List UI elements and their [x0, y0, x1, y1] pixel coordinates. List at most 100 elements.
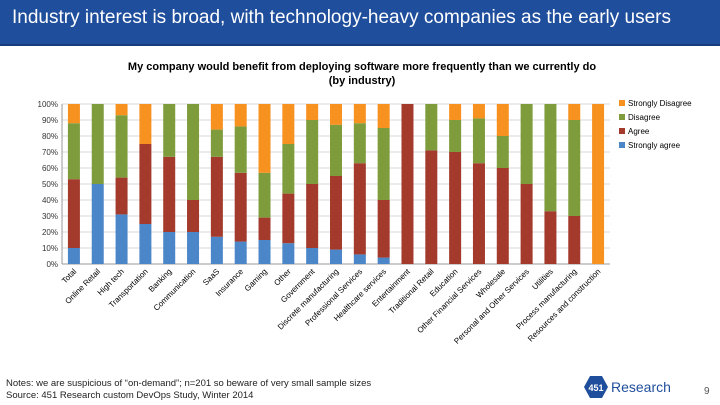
logo-hexagon	[584, 376, 608, 398]
bar-segment-strongly-disagree	[139, 104, 152, 144]
bar-segment-strongly-agree	[210, 236, 223, 264]
bar-segment-strongly-agree	[258, 240, 271, 264]
bar-segment-strongly-agree	[115, 214, 128, 264]
bar-segment-strongly-disagree	[472, 104, 485, 119]
bar-segment-strongly-agree	[306, 248, 319, 264]
bar-segment-disagree	[67, 123, 80, 180]
legend-swatch	[619, 114, 625, 120]
bar-segment-strongly-disagree	[449, 104, 462, 120]
chart-title: My company would benefit from deploying …	[128, 61, 596, 73]
y-tick-label: 100%	[38, 100, 58, 109]
bar-segment-strongly-disagree	[330, 104, 342, 125]
bar-segment-strongly-agree	[330, 249, 342, 264]
y-tick-label: 90%	[42, 116, 58, 125]
y-tick-label: 70%	[42, 148, 58, 157]
bar-segment-disagree	[282, 144, 295, 194]
bar-segment-agree	[472, 163, 485, 264]
bar-segment-agree	[115, 177, 128, 215]
x-category-label: Other	[272, 267, 293, 288]
bar-segment-disagree	[496, 136, 509, 168]
bar-segment-disagree	[187, 104, 200, 200]
bar-segment-agree	[67, 179, 80, 248]
legend-swatch	[619, 100, 625, 106]
bar-segment-disagree	[520, 104, 533, 184]
notes: Notes: we are suspicious of “on-demand”;…	[6, 378, 371, 402]
bar-segment-strongly-disagree	[234, 104, 247, 127]
legend-label: Disagree	[628, 113, 661, 122]
bar-segment-strongly-disagree	[568, 104, 581, 120]
bar-segment-agree	[330, 176, 342, 250]
y-tick-label: 30%	[42, 212, 58, 221]
x-category-label: Total	[60, 267, 78, 285]
bars	[67, 104, 605, 264]
bar-segment-disagree	[330, 124, 342, 176]
bar-segment-strongly-disagree	[282, 104, 295, 144]
y-tick-label: 40%	[42, 196, 58, 205]
bar-segment-strongly-agree	[91, 184, 104, 264]
bar-segment-strongly-disagree	[496, 104, 509, 136]
bar-segment-agree	[210, 156, 223, 237]
slide-header: Industry interest is broad, with technol…	[0, 0, 720, 46]
451-research-logo: 451 Research	[584, 376, 671, 398]
bar-segment-disagree	[472, 118, 485, 164]
bar-segment-agree	[544, 211, 557, 264]
bar-segment-strongly-disagree	[67, 104, 80, 124]
x-category-label: Communication	[152, 267, 198, 313]
bar-segment-strongly-agree	[139, 224, 152, 264]
bar-segment-strongly-disagree	[210, 104, 223, 130]
legend-swatch	[619, 142, 625, 148]
bar-segment-strongly-disagree	[353, 104, 366, 124]
x-category-label: Gaming	[243, 267, 269, 293]
bar-segment-strongly-agree	[187, 232, 200, 264]
bar-segment-agree	[234, 172, 247, 242]
y-tick-label: 10%	[42, 244, 58, 253]
bar-segment-agree	[377, 200, 390, 258]
bar-segment-disagree	[449, 120, 462, 152]
bar-segment-agree	[306, 184, 319, 248]
chart-subtitle: (by industry)	[329, 75, 396, 87]
y-tick-label: 0%	[46, 260, 58, 269]
logo-word: Research	[611, 379, 671, 395]
y-tick-label: 80%	[42, 132, 58, 141]
bar-segment-agree	[187, 200, 200, 232]
slide-title: Industry interest is broad, with technol…	[12, 7, 671, 28]
bar-segment-agree	[353, 163, 366, 255]
bar-segment-disagree	[234, 126, 247, 173]
bar-segment-agree	[282, 193, 295, 244]
bar-segment-strongly-agree	[163, 232, 176, 264]
bar-segment-agree	[568, 216, 581, 264]
bar-segment-disagree	[210, 129, 223, 157]
legend-label: Strongly Disagree	[628, 99, 692, 108]
bar-segment-agree	[496, 168, 509, 264]
bar-segment-strongly-disagree	[115, 104, 128, 116]
bar-segment-disagree	[163, 104, 176, 157]
y-tick-label: 20%	[42, 228, 58, 237]
page-number: 9	[704, 386, 710, 397]
bar-segment-disagree	[306, 120, 319, 184]
bar-segment-strongly-disagree	[592, 104, 605, 264]
y-tick-label: 60%	[42, 164, 58, 173]
bar-segment-disagree	[425, 104, 438, 151]
bar-segment-agree	[425, 150, 438, 264]
bar-segment-disagree	[258, 172, 271, 218]
notes-line: Notes: we are suspicious of “on-demand”;…	[6, 378, 372, 389]
legend-label: Agree	[628, 127, 650, 136]
logo-number: 451	[588, 383, 603, 393]
bar-segment-strongly-disagree	[306, 104, 319, 120]
bar-segment-strongly-disagree	[377, 104, 390, 128]
bar-segment-agree	[449, 152, 462, 264]
bar-segment-agree	[139, 144, 152, 224]
bar-segment-strongly-disagree	[258, 104, 271, 173]
source-line: Source: 451 Research custom DevOps Study…	[6, 390, 254, 401]
bar-segment-disagree	[91, 104, 104, 184]
bar-segment-strongly-agree	[377, 257, 390, 264]
bar-segment-strongly-agree	[67, 248, 80, 264]
bar-segment-strongly-agree	[353, 254, 366, 264]
bar-segment-agree	[401, 104, 414, 264]
bar-segment-agree	[163, 156, 176, 232]
legend-label: Strongly agree	[628, 141, 681, 150]
bar-segment-disagree	[544, 104, 557, 212]
legend: Strongly Disagree Disagree Agree Strongly a…	[619, 99, 692, 150]
